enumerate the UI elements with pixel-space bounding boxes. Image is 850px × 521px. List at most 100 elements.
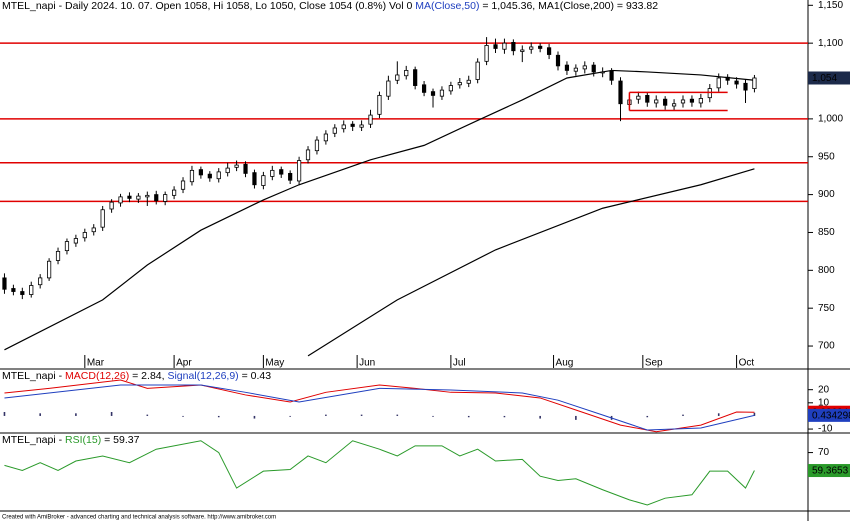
candle-body [296, 160, 302, 182]
candle-body [377, 95, 382, 115]
candle-body [288, 172, 293, 181]
candle-body [404, 70, 409, 77]
value-box [808, 71, 850, 85]
candle-body [600, 71, 605, 74]
candle-body [261, 175, 266, 186]
candle-body [671, 103, 677, 107]
macd-histogram-bar [396, 414, 399, 416]
candle-body [707, 88, 712, 99]
candle-body [216, 171, 221, 180]
candle-body [73, 238, 78, 244]
title-part: MTEL_napi - Daily 2024. 10. 07. Open 105… [2, 0, 415, 12]
candle-body [734, 80, 739, 85]
x-tick-label: Aug [556, 358, 574, 369]
y-tick-label: 750 [818, 303, 835, 314]
y-tick-label: 950 [818, 151, 835, 162]
candle-body [448, 85, 453, 92]
macd-histogram-bar [539, 415, 541, 419]
ma50-line [4, 69, 755, 351]
title-part: MTEL_napi - [2, 434, 65, 446]
candle-body [538, 45, 543, 49]
candle-body [305, 149, 311, 161]
candle-body [698, 98, 703, 104]
macd-histogram-bar [360, 414, 363, 416]
value-box-label: 0.434298 [812, 411, 850, 422]
candle-body [163, 194, 168, 202]
candle-body [64, 241, 70, 252]
candle-body [145, 194, 150, 198]
title-part: MTEL_napi - [2, 370, 65, 382]
title-part: = 2.84, [129, 370, 167, 382]
title-part: RSI(15) [65, 434, 101, 446]
candle-body [689, 98, 695, 103]
candle-body [680, 99, 686, 104]
candle-body [421, 84, 427, 93]
x-tick-label: Sep [645, 358, 663, 369]
candle-body [350, 123, 355, 127]
panel-title: MTEL_napi - MACD(12,26) = 2.84, Signal(1… [2, 370, 271, 382]
candle-body [484, 45, 489, 62]
candle-body [252, 172, 257, 186]
candle-body [386, 80, 391, 97]
macd-histogram-bar [39, 413, 41, 416]
candle-body [618, 80, 623, 105]
y-tick-label: 850 [818, 227, 835, 238]
title-part: = 1,045.36, MA1(Close,200) = 933.82 [479, 0, 658, 12]
signal-line [4, 384, 755, 431]
value-box-label: 1,054 [812, 73, 837, 84]
value-box-label: 59.3653 [812, 466, 849, 477]
candle-body [493, 44, 498, 49]
macd-histogram-bar [432, 415, 434, 417]
macd-histogram-bar [682, 414, 684, 416]
candle-body [645, 95, 650, 103]
candle-body [91, 227, 96, 233]
candle-body [582, 65, 587, 70]
candle-body [11, 288, 16, 292]
candle-body [752, 77, 757, 89]
candle-body [243, 163, 248, 174]
title-part: MACD(12,26) [65, 370, 129, 382]
candle-body [439, 89, 445, 97]
y-tick-label: 700 [818, 341, 835, 352]
candle-body [154, 194, 159, 202]
candle-body [591, 64, 596, 73]
candle-body [511, 42, 516, 52]
macd-histogram-bar [217, 415, 220, 418]
candle-body [171, 189, 177, 196]
y-tick-label: 10 [818, 397, 830, 408]
y-tick-label: 1,100 [818, 38, 843, 49]
candle-body [413, 69, 418, 86]
macd-histogram-bar [753, 412, 756, 416]
macd-histogram-bar [467, 415, 470, 418]
candle-body [100, 209, 105, 228]
candle-body [189, 169, 195, 183]
candle-body [725, 76, 730, 81]
candle-body [529, 46, 534, 50]
candle-body [359, 124, 364, 128]
x-tick-label: Oct [739, 358, 755, 369]
candle-body [109, 201, 114, 210]
candle-body [654, 99, 659, 104]
macd-histogram-bar [182, 415, 184, 417]
panel-title: MTEL_napi - RSI(15) = 59.37 [2, 434, 140, 446]
title-part: Signal(12,26,9) [167, 370, 238, 382]
x-tick-label: Jul [453, 358, 466, 369]
macd-histogram-bar [646, 415, 649, 418]
y-tick-label: 1,150 [818, 0, 843, 11]
candle-body [2, 277, 7, 290]
candle-body [270, 169, 275, 177]
macd-line [4, 379, 755, 433]
candle-body [564, 64, 570, 71]
candle-body [663, 98, 668, 106]
macd-histogram-bar [325, 414, 327, 416]
candle-body [466, 79, 471, 84]
candle-body [341, 124, 346, 130]
candle-body [573, 67, 578, 72]
candle-body [225, 167, 230, 174]
candle-body [20, 291, 25, 295]
macd-histogram-bar [3, 412, 6, 416]
candle-body [29, 285, 34, 295]
value-box [808, 408, 850, 422]
candle-body [457, 82, 462, 86]
title-part: MA(Close,50) [415, 0, 479, 12]
